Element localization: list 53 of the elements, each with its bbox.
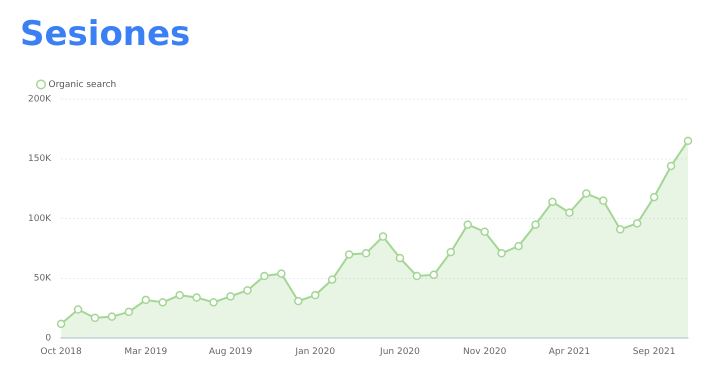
point: [480, 228, 489, 236]
point: [209, 298, 218, 307]
point: [294, 296, 303, 306]
point: [108, 312, 116, 321]
y-tick-label: 150K: [28, 154, 52, 164]
point: [175, 290, 184, 300]
x-tick-label: Apr 2021: [548, 346, 590, 357]
point: [412, 272, 422, 280]
point: [192, 293, 201, 302]
y-tick-label: 200K: [28, 94, 52, 104]
point: [328, 275, 336, 284]
point: [666, 162, 676, 170]
point: [463, 220, 472, 229]
point: [142, 296, 150, 304]
point: [531, 220, 540, 229]
point: [565, 208, 574, 217]
x-tick-label: Aug 2019: [208, 346, 252, 357]
point: [650, 192, 658, 202]
point: [548, 198, 557, 206]
x-tick-label: Jun 2020: [379, 346, 420, 357]
point: [497, 249, 506, 258]
point: [124, 308, 134, 316]
x-tick-label: Mar 2019: [124, 346, 168, 357]
point: [90, 314, 100, 322]
point: [362, 249, 370, 258]
point: [446, 248, 456, 256]
chart-title: Sesiones: [20, 14, 192, 54]
point: [684, 136, 692, 146]
legend-label: Organic search: [48, 80, 116, 90]
point: [430, 270, 438, 280]
point: [226, 292, 235, 301]
point: [56, 320, 66, 328]
y-tick-label: 50K: [34, 274, 52, 284]
point: [378, 232, 388, 241]
point: [599, 196, 608, 205]
point: [514, 242, 523, 250]
x-tick-label: Nov 2020: [463, 346, 507, 357]
x-tick-label: Jan 2020: [294, 346, 336, 357]
y-tick-label: 0: [45, 334, 52, 344]
point: [582, 189, 591, 198]
point: [74, 305, 82, 314]
point: [260, 272, 269, 280]
point: [344, 250, 354, 259]
point: [277, 269, 286, 278]
x-tick-label: Oct 2018: [40, 346, 82, 357]
point: [158, 298, 167, 307]
y-tick-label: 100K: [28, 214, 52, 224]
x-tick-label: Sep 2021: [632, 346, 676, 357]
point: [616, 225, 624, 234]
point: [632, 219, 642, 228]
point: [243, 286, 252, 295]
point: [310, 290, 320, 300]
point: [396, 254, 404, 262]
